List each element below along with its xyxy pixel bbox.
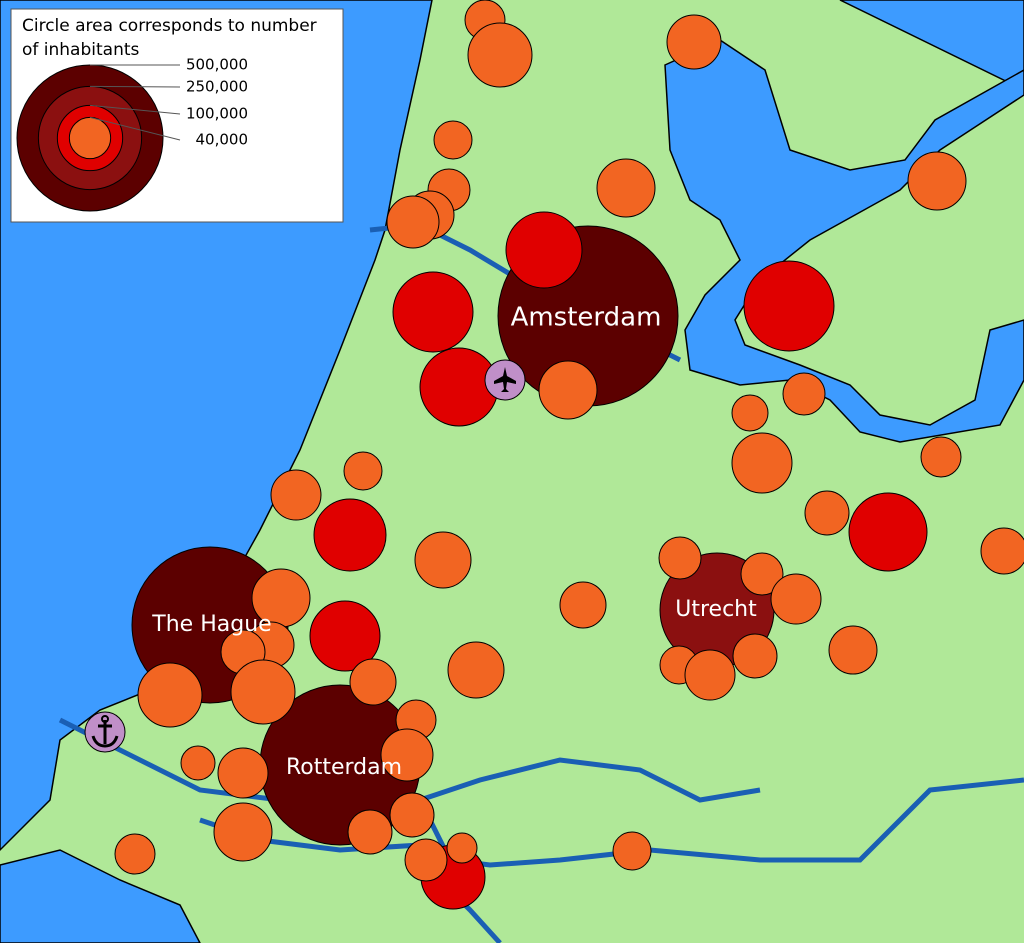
city-circle <box>658 536 702 580</box>
city-circle <box>980 527 1024 575</box>
city-circle <box>596 158 656 218</box>
city-circle <box>404 838 448 882</box>
city-circle <box>684 649 736 701</box>
city-label: Rotterdam <box>286 755 402 780</box>
city-circle <box>380 728 434 782</box>
city-circle <box>389 792 435 838</box>
city-circle <box>731 394 769 432</box>
city-circle <box>743 260 835 352</box>
legend-leader <box>89 85 181 88</box>
city-label: Amsterdam <box>511 303 662 333</box>
city-circle <box>828 625 878 675</box>
city-circle <box>386 195 440 249</box>
city-circle <box>447 641 505 699</box>
city-circle <box>433 120 473 160</box>
city-circle <box>559 581 607 629</box>
city-label: The Hague <box>151 612 271 637</box>
city-circle <box>217 747 269 799</box>
city-circle <box>114 833 156 875</box>
city-circle <box>920 436 962 478</box>
legend-label: 250,000 <box>186 78 248 96</box>
city-label: Utrecht <box>675 597 757 622</box>
city-circle <box>731 432 793 494</box>
city-circle <box>414 531 472 589</box>
city-circle <box>347 809 393 855</box>
airport <box>484 359 526 401</box>
city-circle <box>740 552 784 596</box>
city-circle <box>137 662 203 728</box>
legend-label: 500,000 <box>186 56 248 74</box>
city-circle <box>505 211 583 289</box>
city-circle <box>907 151 967 211</box>
city-circle <box>732 633 778 679</box>
city-circle <box>804 490 850 536</box>
legend: 500,000 250,000 100,000 40,000 <box>16 56 249 212</box>
city-circle <box>782 372 826 416</box>
city-circle <box>446 832 478 864</box>
city-circle <box>538 360 598 420</box>
city-circle <box>230 659 296 725</box>
city-circle <box>313 498 387 572</box>
city-circle <box>180 745 216 781</box>
city-circle <box>392 271 474 353</box>
city-circle <box>343 451 383 491</box>
city-circle <box>467 22 533 88</box>
legend-title: Circle area corresponds to number of inh… <box>22 16 317 60</box>
city-circle <box>213 802 273 862</box>
city-circle <box>309 600 381 672</box>
city-circle <box>848 492 928 572</box>
city-circle <box>612 831 652 871</box>
city-circles <box>114 0 1024 910</box>
city-circle <box>349 658 397 706</box>
city-circle <box>770 573 822 625</box>
legend-label: 40,000 <box>196 131 249 149</box>
harbour <box>84 711 126 753</box>
city-circle <box>270 469 322 521</box>
legend-circle <box>68 116 112 160</box>
legend-label: 100,000 <box>186 105 248 123</box>
city-circle <box>666 14 722 70</box>
legend-leader <box>89 104 181 115</box>
legend-leader <box>89 116 181 141</box>
